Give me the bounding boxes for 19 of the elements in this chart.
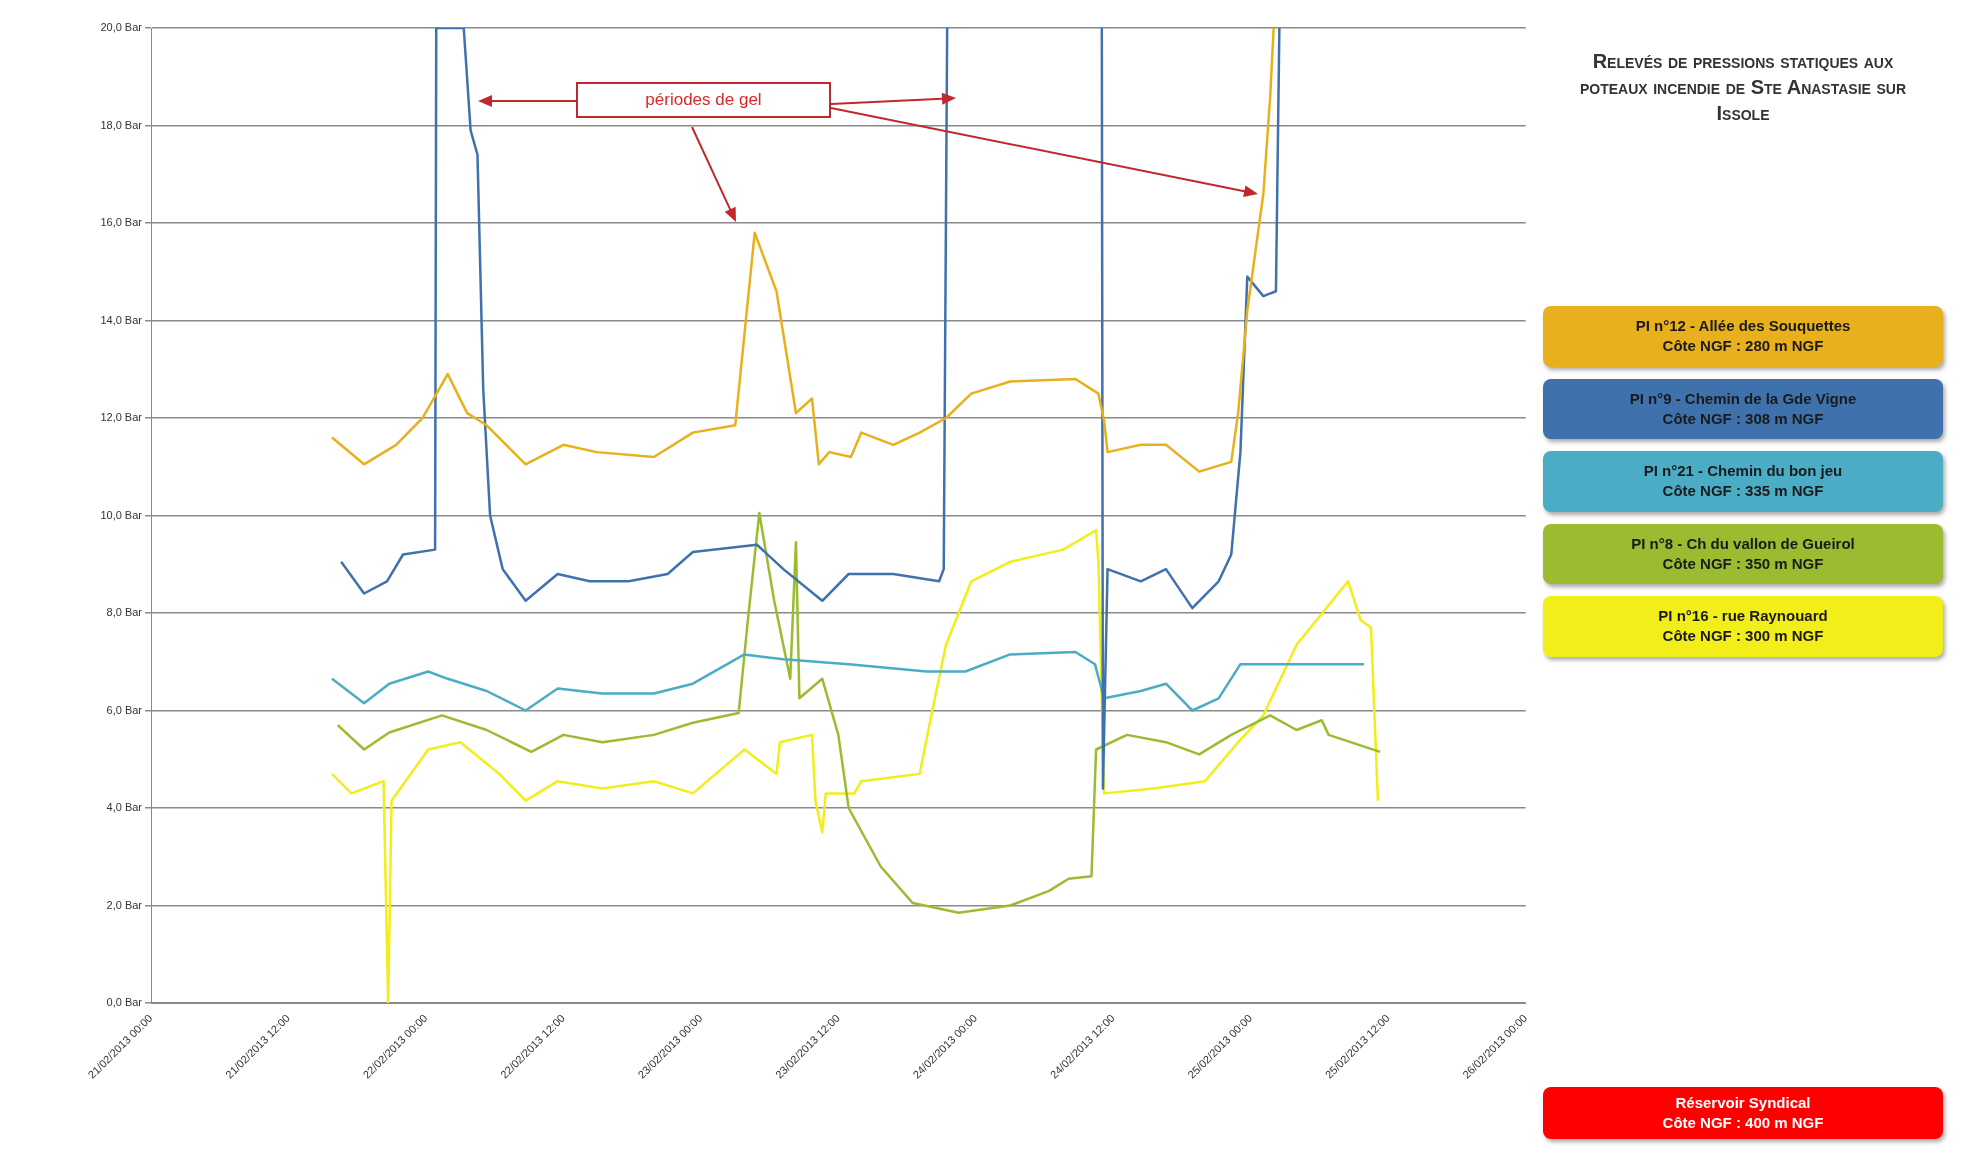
y-tick-label: 0,0 Bar	[106, 996, 143, 1009]
y-tick-label: 10,0 Bar	[100, 508, 143, 521]
y-tick-label: 4,0 Bar	[106, 801, 143, 814]
y-tick-label: 6,0 Bar	[106, 703, 143, 716]
y-tick-label: 20,0 Bar	[100, 21, 143, 34]
text: PI n°8 - Ch du vallon de Gueirol Côte NGF : 350 m NGF	[1543, 523, 1943, 584]
text: PI n°16 - rue Raynouard Côte NGF : 300 m NGF	[1543, 596, 1943, 657]
text: Réservoir Syndical Côte NGF : 400 m NGF	[1543, 1086, 1943, 1139]
annotation: périodes de gel	[645, 90, 762, 110]
text: PI n°9 - Chemin de la Gde Vigne Côte NGF : 308 m NGF	[1543, 378, 1943, 439]
y-tick-label: 2,0 Bar	[106, 898, 143, 911]
text: PI n°12 - Allée des Souquettes Côte NGF : 280 m NGF	[1543, 306, 1943, 367]
y-tick-label: 16,0 Bar	[100, 216, 143, 229]
text: Relevés de pressions statiques aux poteaux incendie de Ste Anastasie sur Issole	[1578, 49, 1907, 126]
y-tick-label: 18,0 Bar	[100, 118, 143, 131]
y-tick-label: 8,0 Bar	[106, 606, 143, 619]
y-tick-label: 12,0 Bar	[100, 411, 143, 424]
text: PI n°21 - Chemin du bon jeu Côte NGF : 335 m NGF	[1543, 451, 1943, 512]
y-tick-label: 14,0 Bar	[100, 313, 143, 326]
